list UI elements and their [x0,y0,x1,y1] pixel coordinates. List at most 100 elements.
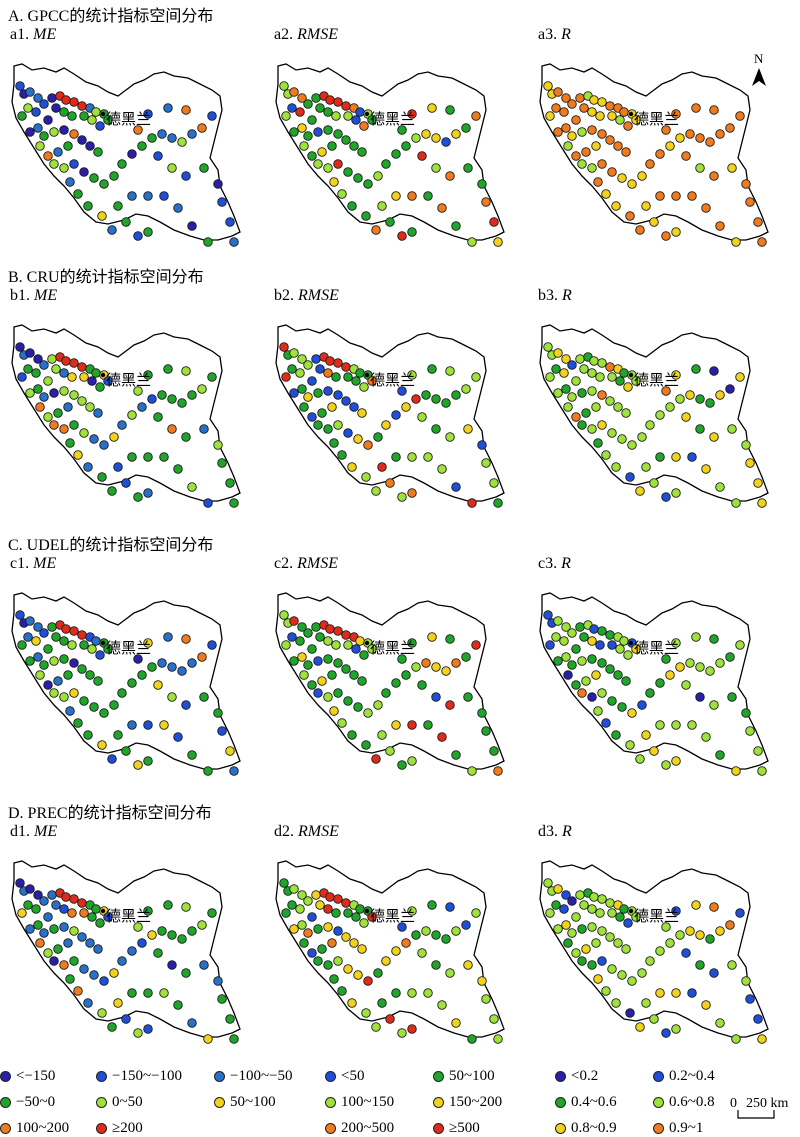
station-marker [97,472,107,482]
station-marker [607,908,617,918]
legend-swatch [653,1097,664,1108]
station-marker [87,115,97,125]
station-marker [593,438,603,448]
station-marker [671,109,681,119]
station-marker [17,640,27,650]
station-marker [163,364,173,374]
station-marker [89,434,99,444]
station-marker [199,692,209,702]
station-marker [661,654,671,664]
station-marker [421,129,431,139]
station-marker [655,191,665,201]
station-marker [143,638,153,648]
station-marker [297,354,307,364]
station-marker [381,420,391,430]
station-marker [331,372,341,382]
map-panel-b1: b1. ME 德黑兰 [4,287,266,519]
station-marker [615,115,625,125]
station-marker [665,938,675,948]
station-marker [477,976,487,986]
station-marker [493,237,503,247]
station-marker [59,125,69,135]
station-marker [59,904,69,914]
station-marker [99,976,109,986]
station-marker [587,904,597,914]
station-marker [581,944,591,954]
station-marker [445,105,455,115]
station-marker [337,718,347,728]
station-marker [397,1028,407,1038]
station-marker [113,730,123,740]
station-marker [97,740,107,750]
country-outline [275,592,505,770]
station-marker [577,688,587,698]
station-marker [705,398,715,408]
station-marker [73,450,83,460]
station-marker [685,129,695,139]
station-marker [437,1000,447,1010]
country-map [11,592,241,776]
panel-label: a2. RMSE [274,26,338,44]
station-marker [745,726,755,736]
station-marker [49,159,59,169]
station-marker [87,912,97,922]
station-marker [441,666,451,676]
station-marker [159,452,169,462]
station-marker [127,149,137,159]
station-marker [347,998,357,1008]
station-marker [143,227,153,237]
country-outline [539,592,769,770]
panel-prefix: a1. [10,26,34,43]
station-marker [715,658,725,668]
station-marker [351,912,361,922]
station-marker [715,1018,725,1028]
station-marker [645,159,655,169]
station-marker [307,115,317,125]
station-marker [377,998,387,1008]
station-marker [77,135,87,145]
panel-metric: ME [33,555,57,572]
station-marker [51,900,61,910]
station-marker [77,932,87,942]
station-marker [39,896,49,906]
panel-label: b1. ME [10,287,57,305]
station-marker [587,636,597,646]
station-marker [551,103,561,113]
country-map [539,592,769,776]
station-marker [77,664,87,674]
station-marker [77,396,87,406]
station-marker [567,99,577,109]
legend-swatch [555,1097,566,1108]
station-marker [649,1014,659,1024]
station-marker [229,766,239,776]
station-marker [567,628,577,638]
station-marker [431,424,441,434]
panel-prefix: d2. [274,823,298,840]
station-marker [671,227,681,237]
station-marker [671,988,681,998]
station-marker [627,440,637,450]
station-marker [181,171,191,181]
station-marker [133,654,143,664]
station-marker [593,177,603,187]
station-marker [741,708,751,718]
station-marker [481,726,491,736]
station-marker [163,103,173,113]
station-marker [611,462,621,472]
station-marker [441,137,451,147]
station-marker [401,141,411,151]
station-marker [327,402,337,412]
station-marker [581,408,591,418]
station-marker [691,632,701,642]
station-marker [363,708,373,718]
station-marker [601,718,611,728]
station-marker [225,746,235,756]
map-panel-d3: d3. R 德黑兰 [532,823,794,1055]
station-marker [359,918,369,928]
station-marker [47,354,57,364]
station-marker [297,920,307,930]
station-marker [311,890,321,900]
legend-item: 50~100 [214,1094,276,1111]
station-marker [77,101,87,111]
station-marker [85,938,95,948]
